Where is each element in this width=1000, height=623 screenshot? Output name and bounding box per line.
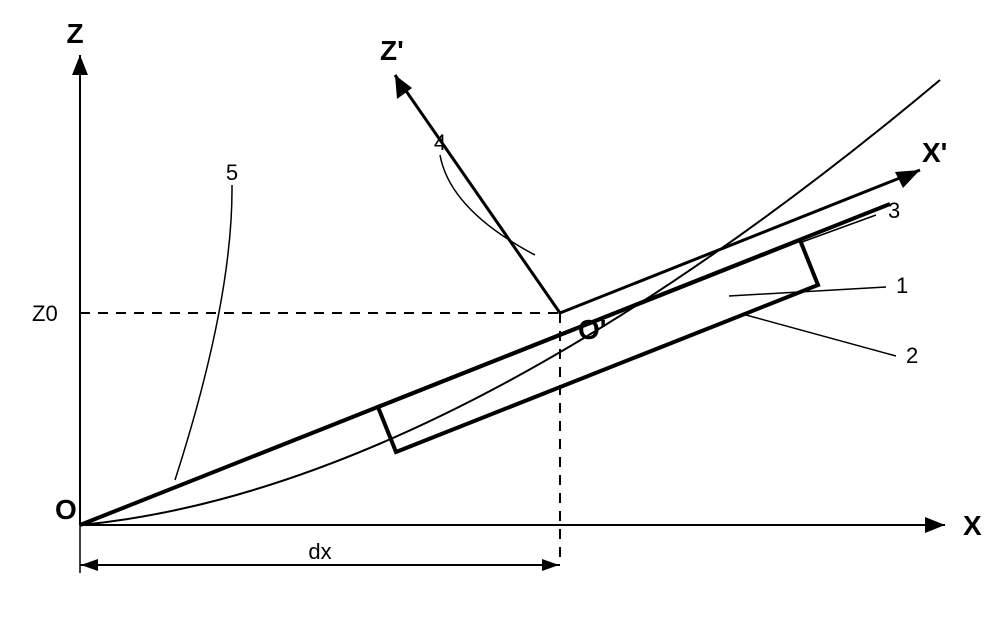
annotation-3: 3: [888, 198, 900, 223]
z-axis-arrow: [72, 55, 88, 75]
annotation-1: 1: [896, 273, 908, 298]
lead-line-3: [802, 215, 876, 242]
z0-label: Z0: [32, 301, 58, 326]
x-prime-label: X': [922, 137, 947, 168]
x-prime-axis: [560, 170, 920, 313]
curve: [80, 80, 940, 525]
annotation-2: 2: [906, 343, 918, 368]
lead-line-2: [746, 315, 896, 356]
x-prime-arrow: [895, 170, 920, 188]
lead-line-5: [175, 185, 232, 480]
annotation-5: 5: [226, 160, 238, 185]
lead-line-4: [440, 155, 535, 255]
z-prime-label: Z': [380, 35, 404, 66]
x-axis-label: X: [963, 510, 982, 541]
rectangle-body: [378, 240, 818, 452]
o-prime-label: O': [578, 314, 606, 345]
annotation-4: 4: [434, 130, 446, 155]
x-axis-arrow: [925, 517, 945, 533]
z-prime-axis: [395, 75, 560, 313]
dimension-label: dx: [308, 539, 331, 564]
origin-label: O: [55, 494, 77, 525]
z-axis-label: Z: [66, 18, 83, 49]
dimension-arrow-right: [542, 559, 559, 571]
dimension-arrow-left: [81, 559, 98, 571]
